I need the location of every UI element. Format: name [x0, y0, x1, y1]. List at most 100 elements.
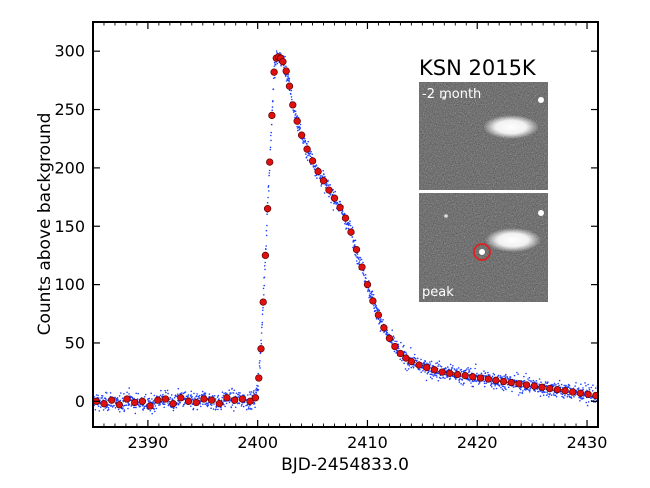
binned-data-point: [131, 398, 139, 407]
raw-data-point: [437, 379, 440, 382]
binned-data-point: [415, 361, 423, 369]
raw-data-point: [579, 400, 581, 402]
raw-data-point: [374, 303, 377, 306]
raw-data-point: [322, 170, 325, 172]
raw-data-point: [171, 398, 174, 401]
raw-data-point: [580, 398, 583, 400]
raw-data-point: [553, 394, 555, 397]
raw-data-point: [332, 188, 334, 191]
raw-data-point: [440, 377, 442, 380]
raw-data-point: [412, 366, 415, 369]
raw-data-point: [356, 253, 359, 255]
raw-data-point: [333, 202, 335, 205]
raw-data-point: [224, 392, 227, 394]
raw-data-point: [582, 397, 585, 400]
raw-data-point: [452, 365, 454, 367]
raw-data-point: [500, 386, 502, 389]
plot-clip-group: [93, 50, 598, 415]
raw-data-point: [201, 390, 204, 393]
raw-data-point: [517, 394, 520, 396]
x-tick-label: 2430: [567, 433, 608, 452]
raw-data-point: [414, 357, 417, 360]
raw-data-point: [320, 185, 323, 187]
raw-data-point: [519, 387, 521, 390]
raw-data-point: [167, 402, 169, 404]
binned-data-point: [138, 397, 147, 405]
raw-data-point: [177, 404, 180, 406]
raw-data-point: [287, 76, 289, 78]
raw-data-point: [170, 394, 173, 396]
binned-data-point: [402, 354, 410, 362]
raw-data-point: [487, 371, 489, 374]
binned-data-point: [363, 280, 372, 289]
raw-data-point: [196, 408, 199, 411]
raw-data-point: [465, 369, 467, 372]
raw-data-point: [544, 391, 546, 393]
raw-data-point: [288, 77, 291, 80]
raw-data-point: [299, 127, 302, 129]
raw-data-point: [461, 379, 464, 381]
raw-data-point: [253, 392, 255, 395]
binned-data-point: [207, 396, 216, 404]
raw-data-point: [290, 89, 293, 92]
raw-data-point: [549, 392, 551, 395]
raw-data-point: [449, 377, 452, 380]
raw-data-point: [495, 387, 498, 390]
binned-data-point: [255, 374, 263, 382]
raw-data-point: [199, 401, 202, 403]
raw-data-point: [124, 404, 126, 407]
raw-data-point: [144, 393, 147, 396]
panel-label-before: -2 month: [422, 87, 481, 102]
raw-data-point: [270, 134, 272, 137]
raw-data-point: [127, 407, 129, 410]
raw-data-point: [547, 393, 549, 395]
raw-data-point: [506, 376, 509, 378]
x-tick-label: 2420: [457, 433, 498, 452]
raw-data-point: [375, 318, 378, 320]
raw-data-point: [487, 374, 490, 376]
raw-data-point: [546, 394, 548, 397]
raw-data-point: [294, 110, 297, 112]
plot-area: [93, 50, 598, 415]
binned-data-point: [325, 186, 333, 194]
binned-data-point: [177, 394, 185, 402]
raw-data-point: [296, 115, 299, 117]
raw-data-point: [135, 392, 137, 395]
raw-data-point: [197, 397, 199, 400]
raw-data-point: [460, 383, 462, 385]
raw-data-point: [503, 375, 505, 378]
binned-data-point: [184, 397, 193, 405]
raw-data-point: [332, 209, 335, 211]
raw-data-point: [261, 313, 264, 316]
raw-data-point: [303, 137, 306, 140]
raw-data-point: [498, 385, 501, 387]
raw-data-point: [261, 321, 264, 324]
raw-data-point: [151, 412, 153, 415]
raw-data-point: [152, 400, 155, 402]
raw-data-point: [198, 395, 200, 398]
raw-data-point: [184, 391, 187, 393]
raw-data-point: [108, 404, 111, 407]
raw-data-point: [587, 383, 589, 386]
raw-data-point: [142, 409, 144, 411]
raw-data-point: [327, 179, 329, 182]
raw-data-point: [297, 129, 299, 132]
raw-data-point: [122, 400, 125, 403]
raw-data-point: [552, 385, 555, 388]
raw-data-point: [405, 353, 408, 355]
raw-data-point: [399, 358, 402, 361]
raw-data-point: [535, 380, 538, 382]
raw-data-point: [365, 277, 367, 280]
raw-data-point: [377, 318, 380, 321]
raw-data-point: [490, 383, 493, 386]
raw-data-point: [400, 341, 402, 344]
raw-data-point: [276, 52, 278, 54]
raw-data-point: [432, 364, 434, 367]
raw-data-point: [425, 379, 428, 382]
raw-data-point: [554, 394, 557, 397]
raw-data-point: [393, 337, 396, 339]
raw-data-point: [570, 397, 573, 399]
raw-data-point: [97, 405, 100, 408]
raw-data-point: [299, 123, 302, 126]
binned-data-point: [336, 203, 344, 212]
